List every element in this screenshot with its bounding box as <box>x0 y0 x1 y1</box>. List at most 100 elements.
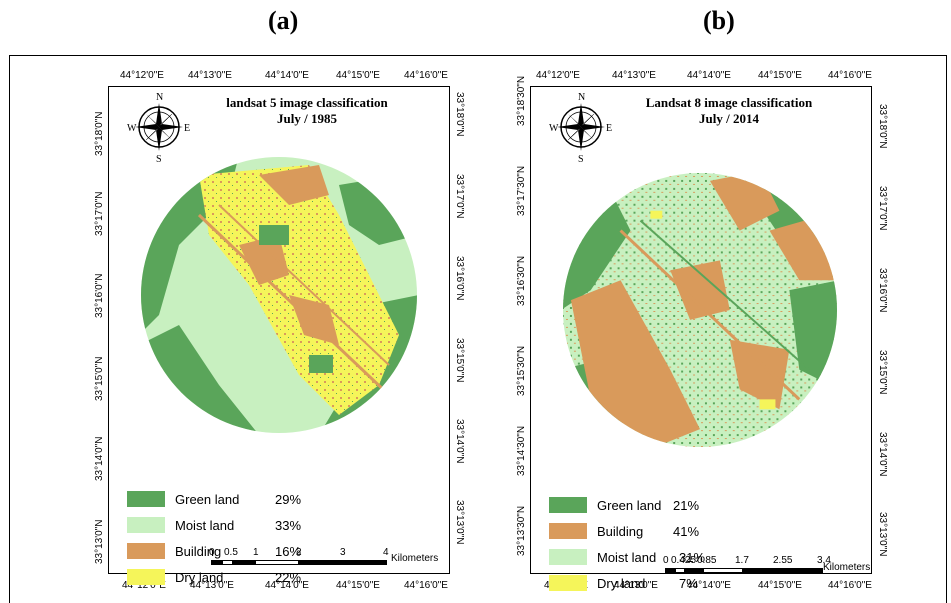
lat-label-right: 33°13'0"N <box>454 500 465 545</box>
lat-label-left: 33°17'30"N <box>516 165 527 216</box>
legend-swatch <box>127 491 165 507</box>
scale-label: 1.7 <box>735 555 749 566</box>
lon-label-bottom: 44°16'0"E <box>404 580 448 591</box>
legend-swatch <box>549 575 587 591</box>
compass-east: E <box>606 123 612 134</box>
legend-label: Dry land <box>175 570 224 585</box>
legend-pct: 16% <box>275 544 302 559</box>
legend-swatch <box>127 517 165 533</box>
lat-label-right: 33°13'0"N <box>877 512 888 557</box>
scale-label: 0.5 <box>224 547 238 558</box>
lat-label-left: 33°18'0"N <box>94 111 105 157</box>
map-frame-b: N S W E Landsat 8 image classification J… <box>530 86 872 591</box>
figure-frame: 44°12'0"E 44°13'0"E 44°14'0"E 44°15'0"E … <box>9 55 947 603</box>
map-frame-a: N S W E landsat 5 image classification J… <box>108 86 450 585</box>
lat-label-right: 33°17'0"N <box>454 174 465 219</box>
compass-south: S <box>156 154 162 163</box>
legend-swatch <box>549 497 587 513</box>
lat-label-right: 33°18'0"N <box>877 104 888 149</box>
lon-label-bottom: 44°12'0"E <box>122 580 166 591</box>
legend-pct: 29% <box>275 492 302 507</box>
lon-label-top: 44°14'0"E <box>265 70 309 81</box>
legend-label: Moist land <box>175 518 235 533</box>
lat-label-left: 33°14'0"N <box>94 436 105 482</box>
lat-label-right: 33°18'0"N <box>454 92 465 137</box>
compass-west: W <box>549 123 559 134</box>
lon-label-top: 44°14'0"E <box>687 70 731 81</box>
legend-pct: 21% <box>673 498 700 513</box>
scale-label: 0.85 <box>697 555 717 566</box>
lon-label-top: 44°13'0"E <box>612 70 656 81</box>
lon-label-top: 44°12'0"E <box>536 70 580 81</box>
lon-label-top: 44°16'0"E <box>404 70 448 81</box>
lon-label-top: 44°13'0"E <box>188 70 232 81</box>
map-panel-a: 44°12'0"E 44°13'0"E 44°14'0"E 44°15'0"E … <box>10 56 490 603</box>
legend-pct: 33% <box>275 518 302 533</box>
lat-label-left: 33°18'30"N <box>516 75 527 126</box>
legend-swatch <box>549 549 587 565</box>
compass-east: E <box>184 123 190 134</box>
lat-label-left: 33°13'0"N <box>94 519 105 565</box>
lon-label-bottom: 44°15'0"E <box>336 580 380 591</box>
map-title-b-line1: Landsat 8 image classification <box>645 95 813 110</box>
compass-rose-icon: N S W E <box>549 92 612 163</box>
scale-label: 3.4 <box>817 555 831 566</box>
lat-label-right: 33°14'0"N <box>877 432 888 477</box>
scale-label: 0 <box>209 547 215 558</box>
scale-bar-b: 0 0.425 0.85 1.7 2.55 3.4 Kilometers <box>663 555 870 579</box>
legend-swatch <box>549 523 587 539</box>
lon-label-top: 44°15'0"E <box>336 70 380 81</box>
legend-label: Green land <box>597 498 662 513</box>
lon-label-top: 44°16'0"E <box>828 70 872 81</box>
compass-west: W <box>127 123 137 134</box>
lat-label-left: 33°16'30"N <box>516 255 527 306</box>
lon-label-bottom: 44°15'0"E <box>758 580 802 591</box>
lat-label-left: 33°17'0"N <box>94 191 105 237</box>
legend-swatch <box>127 569 165 585</box>
lat-label-left: 33°13'30"N <box>516 505 527 556</box>
legend-pct: 41% <box>673 524 700 539</box>
classification-map-a <box>141 157 417 433</box>
lat-label-right: 33°15'0"N <box>877 350 888 395</box>
map-title-b-line2: July / 2014 <box>699 111 759 126</box>
legend-pct: 7% <box>679 576 698 591</box>
scale-unit: Kilometers <box>391 553 439 564</box>
scale-label: 0 <box>663 555 669 566</box>
lon-label-bottom: 44°13'0"E <box>190 580 234 591</box>
lat-label-right: 33°14'0"N <box>454 419 465 464</box>
lat-label-right: 33°16'0"N <box>877 268 888 313</box>
compass-south: S <box>578 154 584 163</box>
scale-label: 2 <box>296 547 302 558</box>
map-panel-b: 44°12'0"E 44°13'0"E 44°14'0"E 44°15'0"E … <box>490 56 948 603</box>
scale-label: 1 <box>253 547 259 558</box>
panel-a-letter: (a) <box>268 6 299 35</box>
lat-label-right: 33°16'0"N <box>454 256 465 301</box>
scale-label: 3 <box>340 547 346 558</box>
panel-b-letter: (b) <box>703 6 735 35</box>
scale-unit: Kilometers <box>823 562 871 573</box>
lat-label-right: 33°15'0"N <box>454 338 465 383</box>
lon-label-top: 44°12'0"E <box>120 70 164 81</box>
lat-label-left: 33°15'30"N <box>516 345 527 396</box>
compass-rose-icon: N S W E <box>127 92 190 163</box>
lat-label-right: 33°17'0"N <box>877 186 888 231</box>
legend-swatch <box>127 543 165 559</box>
legend-pct: 22% <box>275 570 302 585</box>
lon-label-top: 44°15'0"E <box>758 70 802 81</box>
map-title-a: landsat 5 image classification July / 19… <box>177 95 437 127</box>
lon-label-bottom: 44°14'0"E <box>687 580 731 591</box>
legend-label: Green land <box>175 492 240 507</box>
scale-label: 2.55 <box>773 555 793 566</box>
compass-north: N <box>578 92 585 103</box>
lat-label-left: 33°14'30"N <box>516 425 527 476</box>
lat-label-left: 33°15'0"N <box>94 356 105 402</box>
legend-label: Moist land <box>597 550 657 565</box>
legend-label: Building <box>597 524 644 539</box>
scale-label: 0.425 <box>671 555 697 566</box>
legend-label: Dry land <box>597 576 646 591</box>
legend-pct: 31% <box>679 550 706 565</box>
map-title-a-line1: landsat 5 image classification <box>226 95 388 110</box>
lon-label-bottom: 44°14'0"E <box>265 580 309 591</box>
scale-label: 4 <box>383 547 389 558</box>
compass-north: N <box>156 92 163 103</box>
